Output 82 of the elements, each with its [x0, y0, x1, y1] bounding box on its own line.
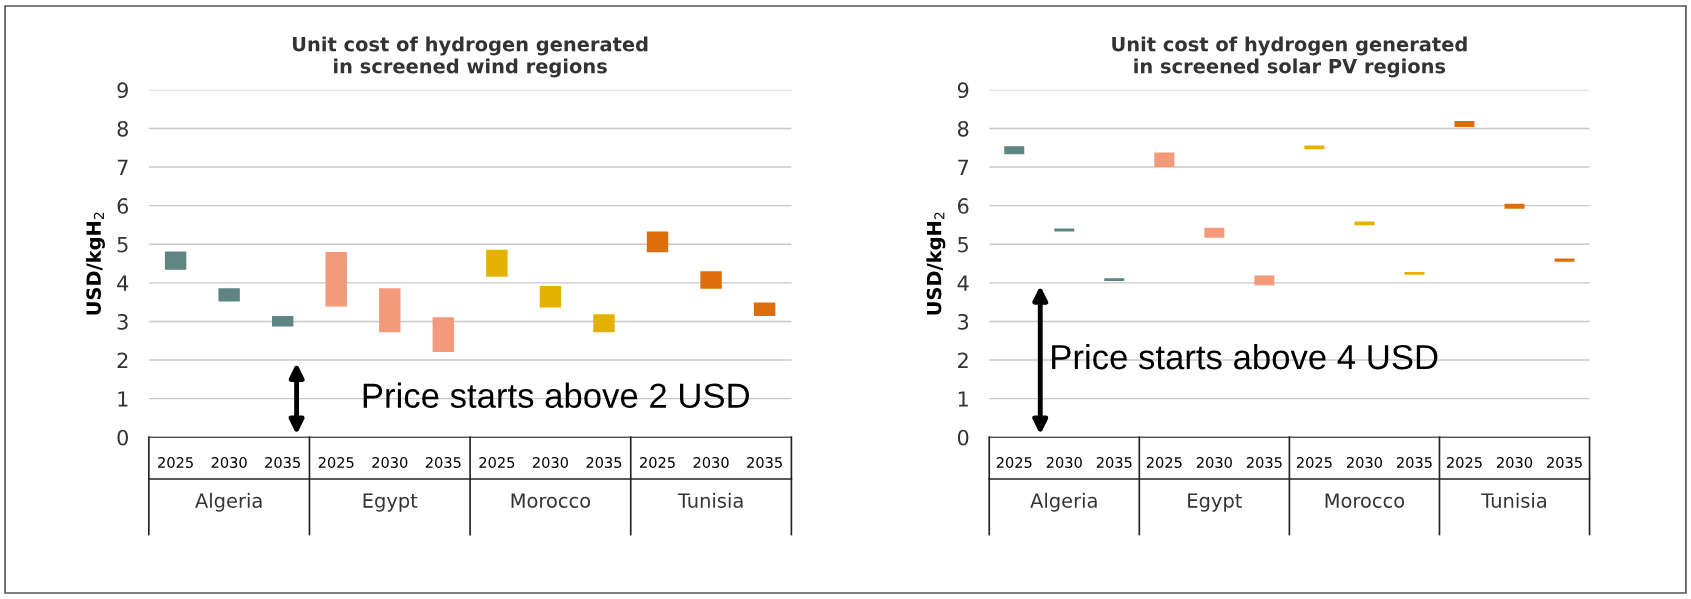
y-tick-label: 6: [957, 198, 969, 214]
x-tick-label: 2035: [1246, 456, 1282, 468]
x-tick-label: 2025: [479, 456, 515, 468]
text: Morocco: [511, 493, 591, 508]
bar: [1404, 272, 1425, 275]
text: Algeria: [1030, 492, 1097, 512]
bar: [753, 302, 776, 317]
y-tick-label: 5: [117, 236, 128, 253]
bar: [593, 314, 615, 333]
bar: [539, 285, 562, 308]
y-tick-label: 1: [118, 391, 128, 407]
y-axis-title: USD/kgH$_{2}$: [926, 212, 946, 315]
bar: [1154, 152, 1175, 168]
annotation: Price starts above 2 USD: [363, 382, 750, 409]
x-tick-label: 2025: [640, 456, 675, 468]
x-tick-label: 2030: [372, 456, 408, 468]
x-tick-label: 2030: [1346, 456, 1383, 468]
x-tick-label: 2035: [747, 456, 782, 468]
chart-title: Unit cost of hydrogen generated in screened wind regions: [292, 36, 648, 78]
bar: [646, 231, 669, 253]
y-axis-title: USD/kgH$_{2}$: [85, 212, 105, 315]
y-tick-label: 9: [117, 82, 128, 99]
y-tick-label: 2: [117, 352, 128, 368]
x-tick-label: 2025: [1146, 456, 1182, 468]
x-tick-label: 2035: [1547, 456, 1582, 468]
x-tick-label: 2030: [1497, 456, 1533, 468]
bar: [379, 288, 401, 333]
x-tick-label: 2030: [1196, 456, 1232, 468]
bar: [1454, 121, 1475, 127]
bar: [1254, 275, 1275, 286]
text: Tunisia: [1481, 492, 1546, 508]
y-tick-label: 8: [957, 120, 969, 137]
bar: [1004, 146, 1025, 155]
text: Morocco: [1325, 493, 1405, 508]
bar: [218, 288, 240, 302]
text: Egypt: [1188, 493, 1242, 512]
y-tick-label: 0: [957, 429, 969, 446]
chart-title: Unit cost of hydrogen generated in screened solar PV regions: [1112, 36, 1467, 78]
y-tick-label: 0: [117, 429, 128, 446]
y-tick-label: 6: [117, 198, 129, 214]
x-tick-label: 2035: [586, 456, 622, 468]
bar: [1504, 203, 1525, 209]
x-tick-label: 2030: [1046, 456, 1082, 468]
y-tick-label: 2: [958, 352, 968, 368]
x-tick-label: 2030: [211, 456, 247, 468]
x-tick-label: 2035: [265, 456, 300, 468]
y-tick-label: 9: [957, 82, 969, 99]
bar: [1304, 145, 1325, 150]
bar: [1104, 278, 1125, 281]
x-tick-label: 2035: [1096, 456, 1132, 468]
text: Algeria: [195, 492, 262, 512]
text: Egypt: [363, 493, 418, 512]
x-tick-label: 2030: [532, 456, 569, 468]
x-tick-label: 2035: [425, 456, 461, 468]
y-tick-label: 1: [958, 391, 968, 407]
bar: [486, 249, 508, 277]
y-tick-label: 4: [117, 275, 129, 291]
bar: [432, 317, 455, 352]
y-tick-label: 7: [958, 159, 969, 175]
y-tick-label: 5: [958, 236, 968, 253]
x-tick-label: 2025: [1446, 456, 1482, 468]
bar: [700, 271, 722, 289]
y-tick-label: 3: [958, 313, 969, 330]
bar: [271, 316, 294, 327]
bar: [1204, 227, 1225, 238]
bar: [325, 251, 347, 307]
y-tick-label: 4: [957, 275, 969, 291]
x-tick-label: 2030: [693, 456, 729, 468]
bar: [1354, 221, 1375, 226]
bar: [1554, 258, 1575, 262]
text: Tunisia: [677, 492, 743, 508]
y-tick-label: 8: [117, 120, 128, 137]
annotation: Price starts above 4 USD: [1052, 343, 1438, 370]
x-tick-label: 2035: [1396, 456, 1432, 468]
bar: [1054, 228, 1075, 232]
x-tick-label: 2025: [158, 456, 193, 468]
x-tick-label: 2025: [996, 456, 1032, 468]
y-tick-label: 7: [117, 159, 128, 175]
y-tick-label: 3: [117, 313, 128, 330]
bar: [164, 251, 187, 270]
x-tick-label: 2025: [1296, 456, 1332, 468]
x-tick-label: 2025: [318, 456, 354, 468]
